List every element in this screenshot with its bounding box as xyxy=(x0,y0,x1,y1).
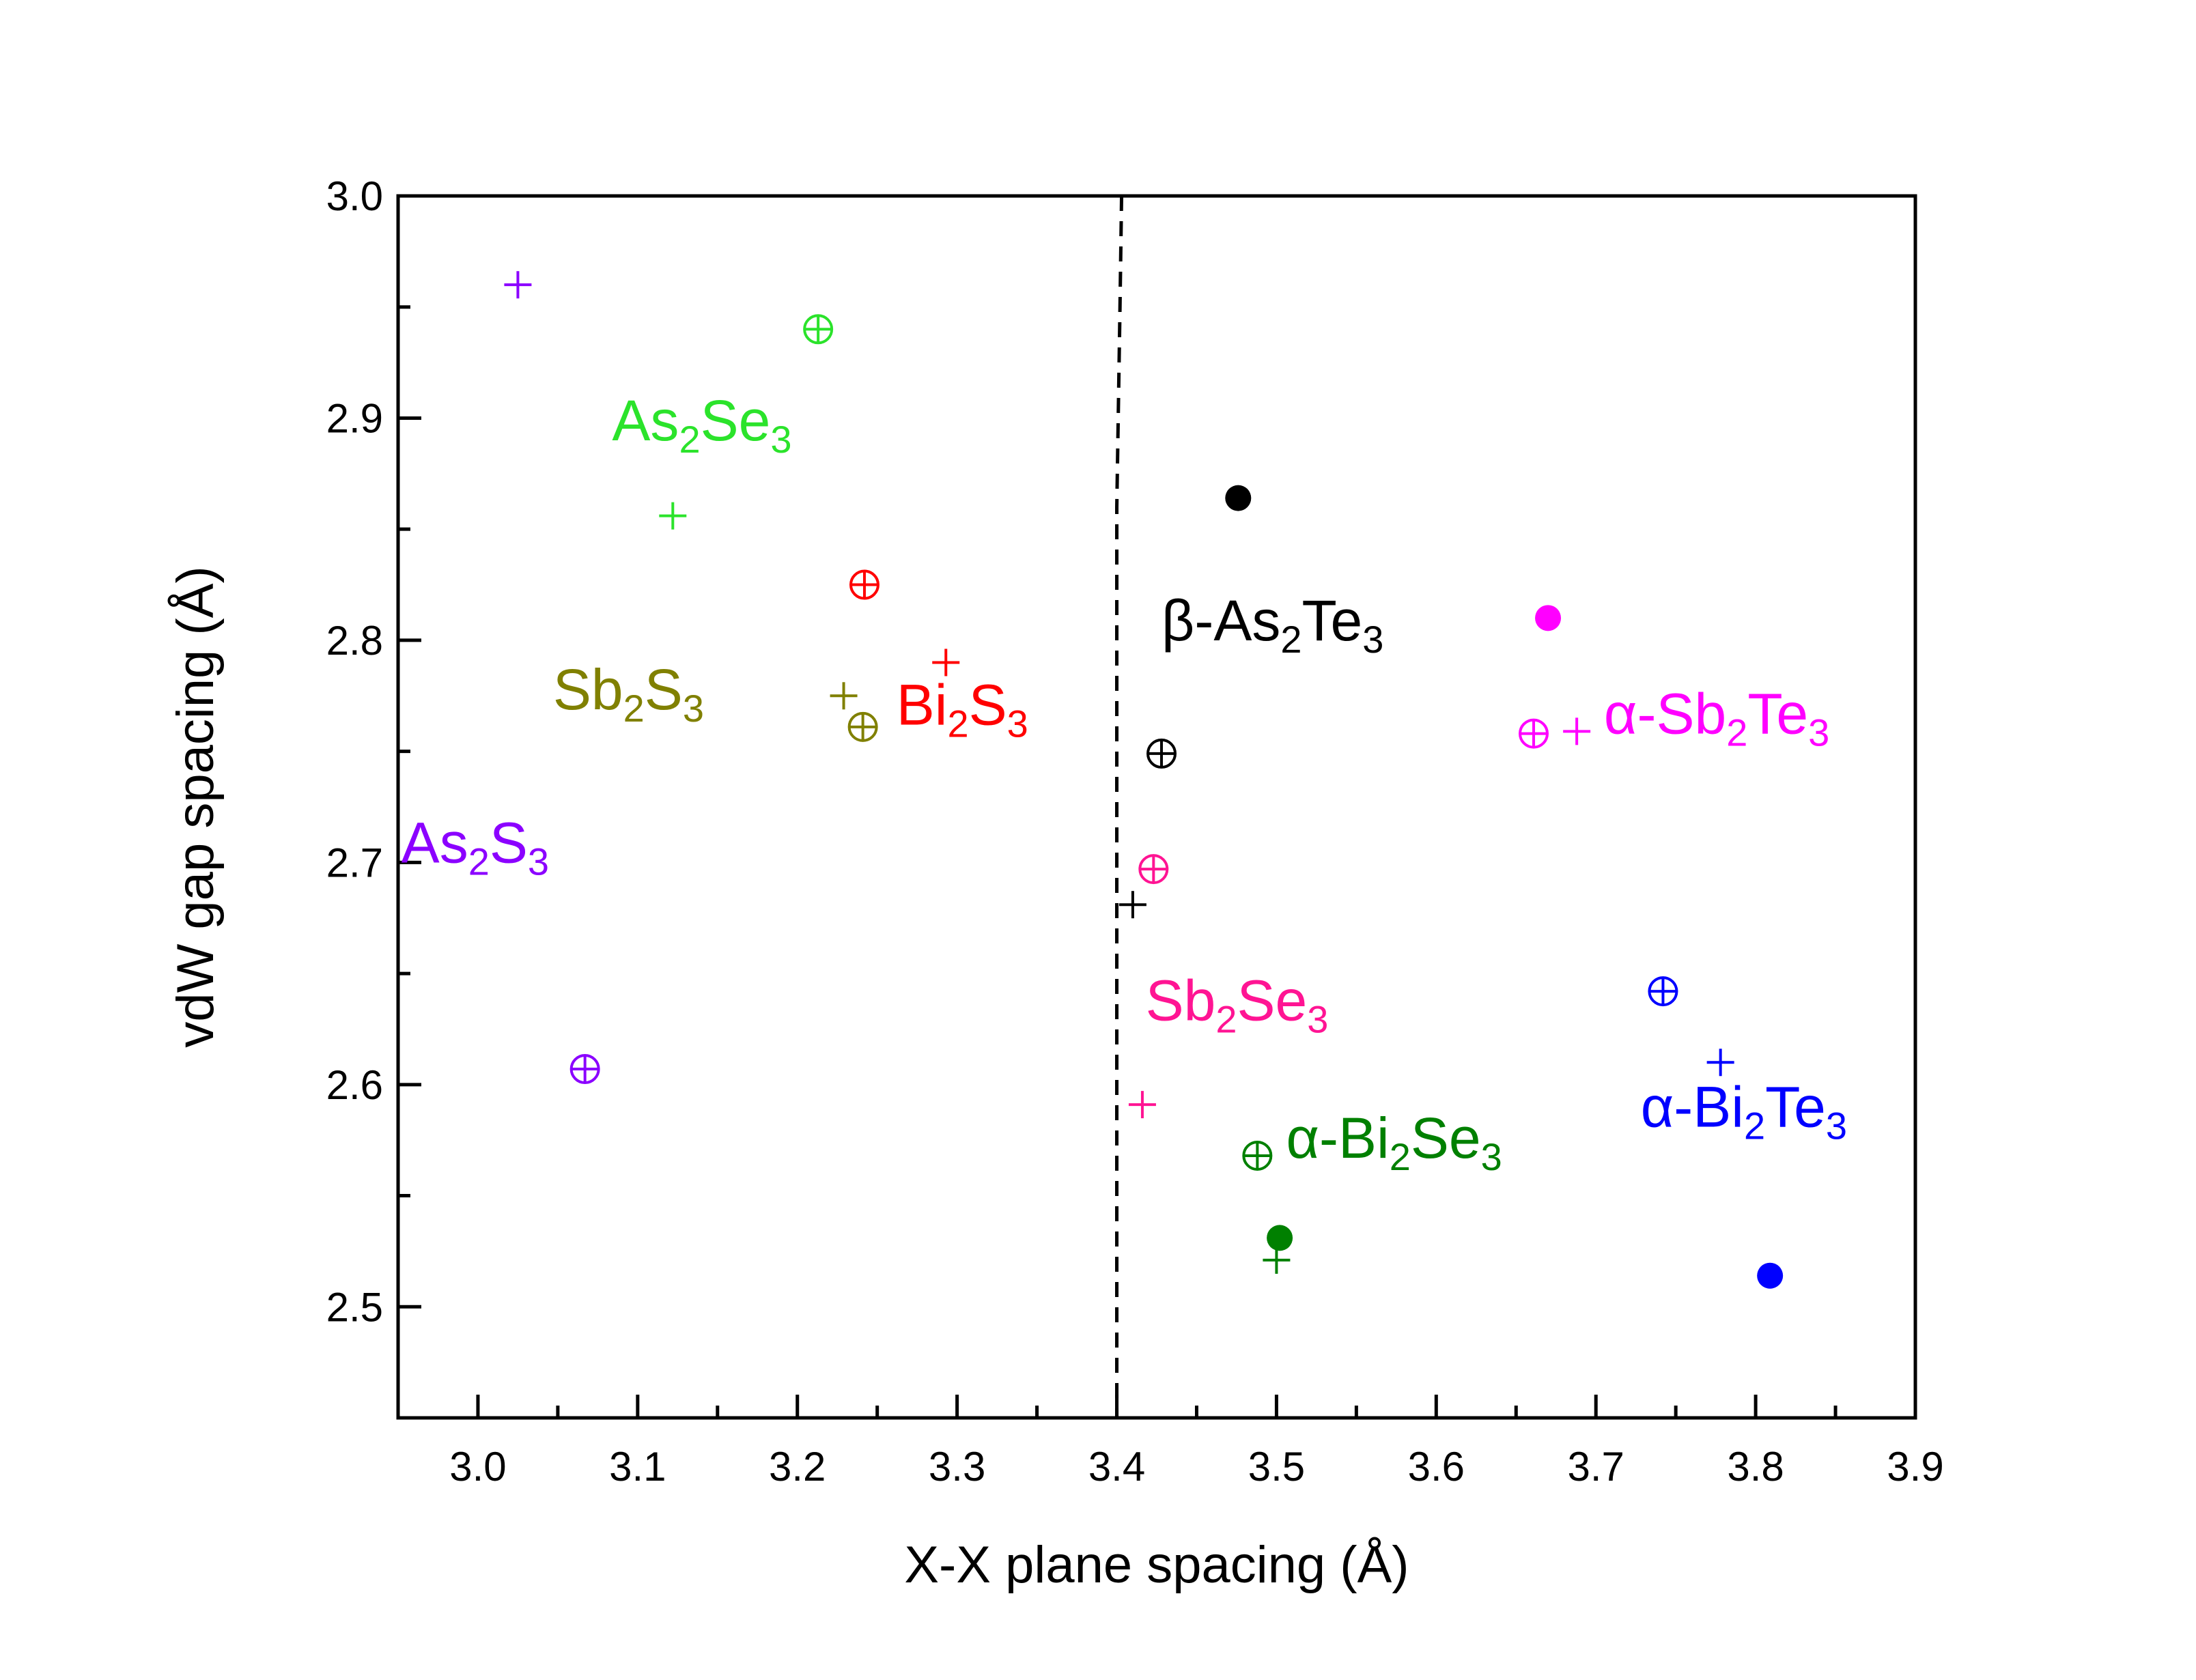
label-prefix: α- xyxy=(1641,1075,1693,1139)
series-label-bi2s3: Bi2S3 xyxy=(897,673,1028,745)
series-label-as2s3: As2S3 xyxy=(402,810,549,883)
label-text: As xyxy=(1213,588,1280,653)
label-text: Bi xyxy=(1338,1106,1390,1170)
y-axis-title: vdW gap spacing (Å) xyxy=(167,566,225,1047)
label-text: Sb xyxy=(1146,968,1216,1032)
label-subscript: 3 xyxy=(770,418,791,461)
point-filled-circle-bi2te3 xyxy=(1757,1262,1784,1289)
label-text: Se xyxy=(701,388,771,453)
x-tick-label: 3.4 xyxy=(1088,1444,1145,1490)
label-subscript: 3 xyxy=(1007,702,1028,745)
x-axis-title: X-X plane spacing (Å) xyxy=(904,1536,1409,1594)
label-text: Bi xyxy=(1693,1075,1744,1139)
y-tick-label: 2.5 xyxy=(326,1284,383,1330)
label-text: As xyxy=(402,810,468,874)
label-subscript: 3 xyxy=(1481,1135,1502,1178)
plot-frame xyxy=(396,194,1917,1420)
x-tick-label: 3.1 xyxy=(609,1444,666,1490)
label-subscript: 3 xyxy=(1307,997,1328,1040)
label-subscript: 2 xyxy=(1744,1105,1765,1148)
label-prefix: α- xyxy=(1604,682,1657,746)
point-filled-circle-as2te3 xyxy=(1225,485,1252,511)
point-plus-sb2se3 xyxy=(1128,1091,1156,1119)
label-text: Se xyxy=(1237,968,1308,1032)
label-text: Te xyxy=(1765,1075,1826,1139)
point-circle-plus-as2se3 xyxy=(803,314,834,345)
x-tick-label: 3.3 xyxy=(929,1444,985,1490)
label-text: Sb xyxy=(1656,682,1726,746)
label-subscript: 2 xyxy=(468,840,490,883)
y-tick-label: 2.6 xyxy=(326,1062,383,1108)
point-circle-plus-bi2s3 xyxy=(849,569,879,600)
label-subscript: 3 xyxy=(683,687,704,730)
series-label-sb2s3: Sb2S3 xyxy=(553,657,704,730)
series-label-sb2se3: Sb2Se3 xyxy=(1146,968,1329,1040)
y-tick-label: 3.0 xyxy=(326,173,383,219)
point-circle-plus-as2te3 xyxy=(1146,738,1177,769)
label-prefix: β- xyxy=(1162,588,1213,653)
x-tick-label: 3.0 xyxy=(449,1444,506,1490)
ticks-layer: 3.0 3.1 3.2 3.3 3.4 3.5 3.6 3.7 3.8 3.9 2.5 2.6 2.7 2… xyxy=(326,173,1944,1490)
series-label-bi2te3: α-Bi2Te3 xyxy=(1641,1075,1847,1148)
point-plus-as2se3 xyxy=(659,502,687,530)
series-label-as2se3: As2Se3 xyxy=(612,388,791,461)
label-text: S xyxy=(645,657,683,722)
label-text: S xyxy=(969,673,1007,737)
label-text: Bi xyxy=(897,673,948,737)
point-filled-circle-bi2se3 xyxy=(1267,1225,1293,1251)
label-subscript: 2 xyxy=(1280,618,1301,661)
point-plus-sb2te3 xyxy=(1563,717,1591,745)
point-circle-plus-bi2te3 xyxy=(1648,976,1678,1007)
point-circle-plus-bi2se3 xyxy=(1242,1140,1273,1171)
data-points xyxy=(504,271,1784,1289)
point-plus-bi2te3 xyxy=(1706,1049,1734,1077)
label-subscript: 2 xyxy=(1726,711,1747,754)
label-subscript: 2 xyxy=(1215,997,1237,1040)
x-tick-label: 3.9 xyxy=(1887,1444,1943,1490)
y-tick-label: 2.9 xyxy=(326,395,383,441)
point-plus-bi2s3 xyxy=(932,649,960,677)
label-subscript: 3 xyxy=(1826,1105,1847,1148)
y-tick-label: 2.7 xyxy=(326,840,383,885)
point-plus-sb2s3 xyxy=(830,682,858,710)
series-label-as2te3: β-As2Te3 xyxy=(1162,588,1383,661)
label-subscript: 3 xyxy=(1808,711,1829,754)
point-plus-as2s3 xyxy=(504,271,532,299)
label-text: Te xyxy=(1747,682,1808,746)
label-text: Se xyxy=(1411,1106,1481,1170)
label-subscript: 2 xyxy=(947,702,968,745)
series-label-bi2se3: α-Bi2Se3 xyxy=(1286,1106,1502,1178)
point-plus-as2te3 xyxy=(1118,891,1146,919)
x-tick-label: 3.6 xyxy=(1408,1444,1465,1490)
label-text: Sb xyxy=(553,657,623,722)
series-label-sb2te3: α-Sb2Te3 xyxy=(1604,682,1829,754)
label-text: As xyxy=(612,388,679,453)
point-circle-plus-as2s3 xyxy=(569,1054,600,1085)
x-tick-label: 3.5 xyxy=(1248,1444,1305,1490)
x-tick-label: 3.2 xyxy=(769,1444,826,1490)
label-subscript: 2 xyxy=(1390,1135,1411,1178)
point-circle-plus-sb2s3 xyxy=(847,711,878,742)
label-text: Te xyxy=(1302,588,1363,653)
point-circle-plus-sb2te3 xyxy=(1518,718,1549,749)
y-tick-label: 2.8 xyxy=(326,618,383,664)
x-tick-label: 3.8 xyxy=(1727,1444,1784,1490)
divider-line xyxy=(1115,195,1124,1418)
divider-layer xyxy=(1115,195,1124,1418)
label-prefix: α- xyxy=(1286,1106,1338,1170)
point-plus-bi2se3 xyxy=(1263,1246,1291,1274)
label-text: S xyxy=(490,810,528,874)
label-subscript: 3 xyxy=(528,840,549,883)
point-circle-plus-sb2se3 xyxy=(1138,854,1169,885)
point-filled-circle-sb2te3 xyxy=(1535,605,1562,631)
label-subscript: 2 xyxy=(623,687,645,730)
label-subscript: 3 xyxy=(1362,618,1383,661)
label-subscript: 2 xyxy=(679,418,700,461)
x-tick-label: 3.7 xyxy=(1567,1444,1624,1490)
